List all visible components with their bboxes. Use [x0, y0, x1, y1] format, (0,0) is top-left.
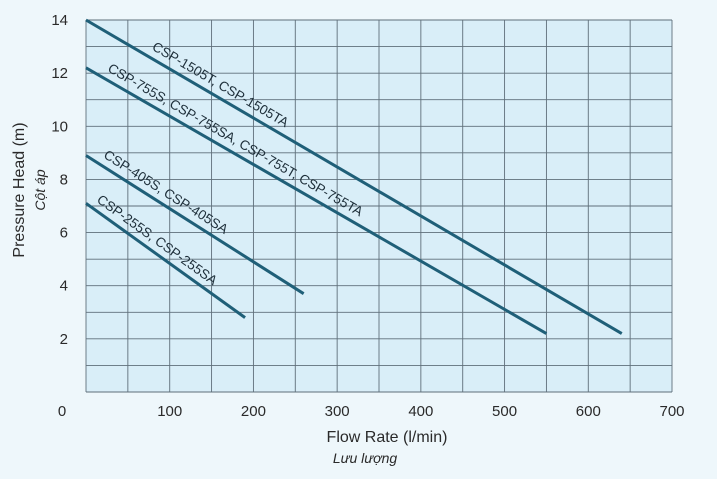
- y-tick-label: 10: [51, 118, 68, 135]
- x-tick-label: 200: [241, 403, 266, 420]
- x-tick-label: 700: [659, 403, 684, 420]
- series-line: [85, 202, 246, 319]
- series-line: [85, 18, 623, 335]
- grid: [85, 19, 673, 393]
- x-tick-label: 500: [492, 403, 517, 420]
- y-tick-label: 12: [51, 65, 68, 82]
- x-tick-label: 0: [58, 403, 66, 420]
- y-tick-label: 8: [60, 171, 68, 188]
- x-tick-label: 400: [408, 403, 433, 420]
- x-tick-label: 100: [157, 403, 182, 420]
- y-tick-label: 6: [60, 225, 68, 242]
- y-tick-label: 2: [60, 331, 68, 348]
- y-axis-title: Pressure Head (m): [11, 122, 28, 257]
- series-line: [85, 154, 305, 295]
- y-axis-subtitle: Cột áp: [32, 169, 48, 210]
- x-tick-label: 300: [325, 403, 350, 420]
- y-tick-label: 14: [51, 12, 68, 29]
- x-axis-title: Flow Rate (l/min): [327, 429, 448, 446]
- series-line: [85, 66, 548, 335]
- x-axis-subtitle: Lưu lượng: [333, 450, 398, 466]
- x-tick-label: 600: [576, 403, 601, 420]
- y-tick-label: 4: [60, 278, 68, 295]
- x-axis-ticks: 0 100 200 300 400 500 600 700: [58, 403, 685, 420]
- y-axis-ticks: 2 4 6 8 10 12 14: [51, 12, 68, 348]
